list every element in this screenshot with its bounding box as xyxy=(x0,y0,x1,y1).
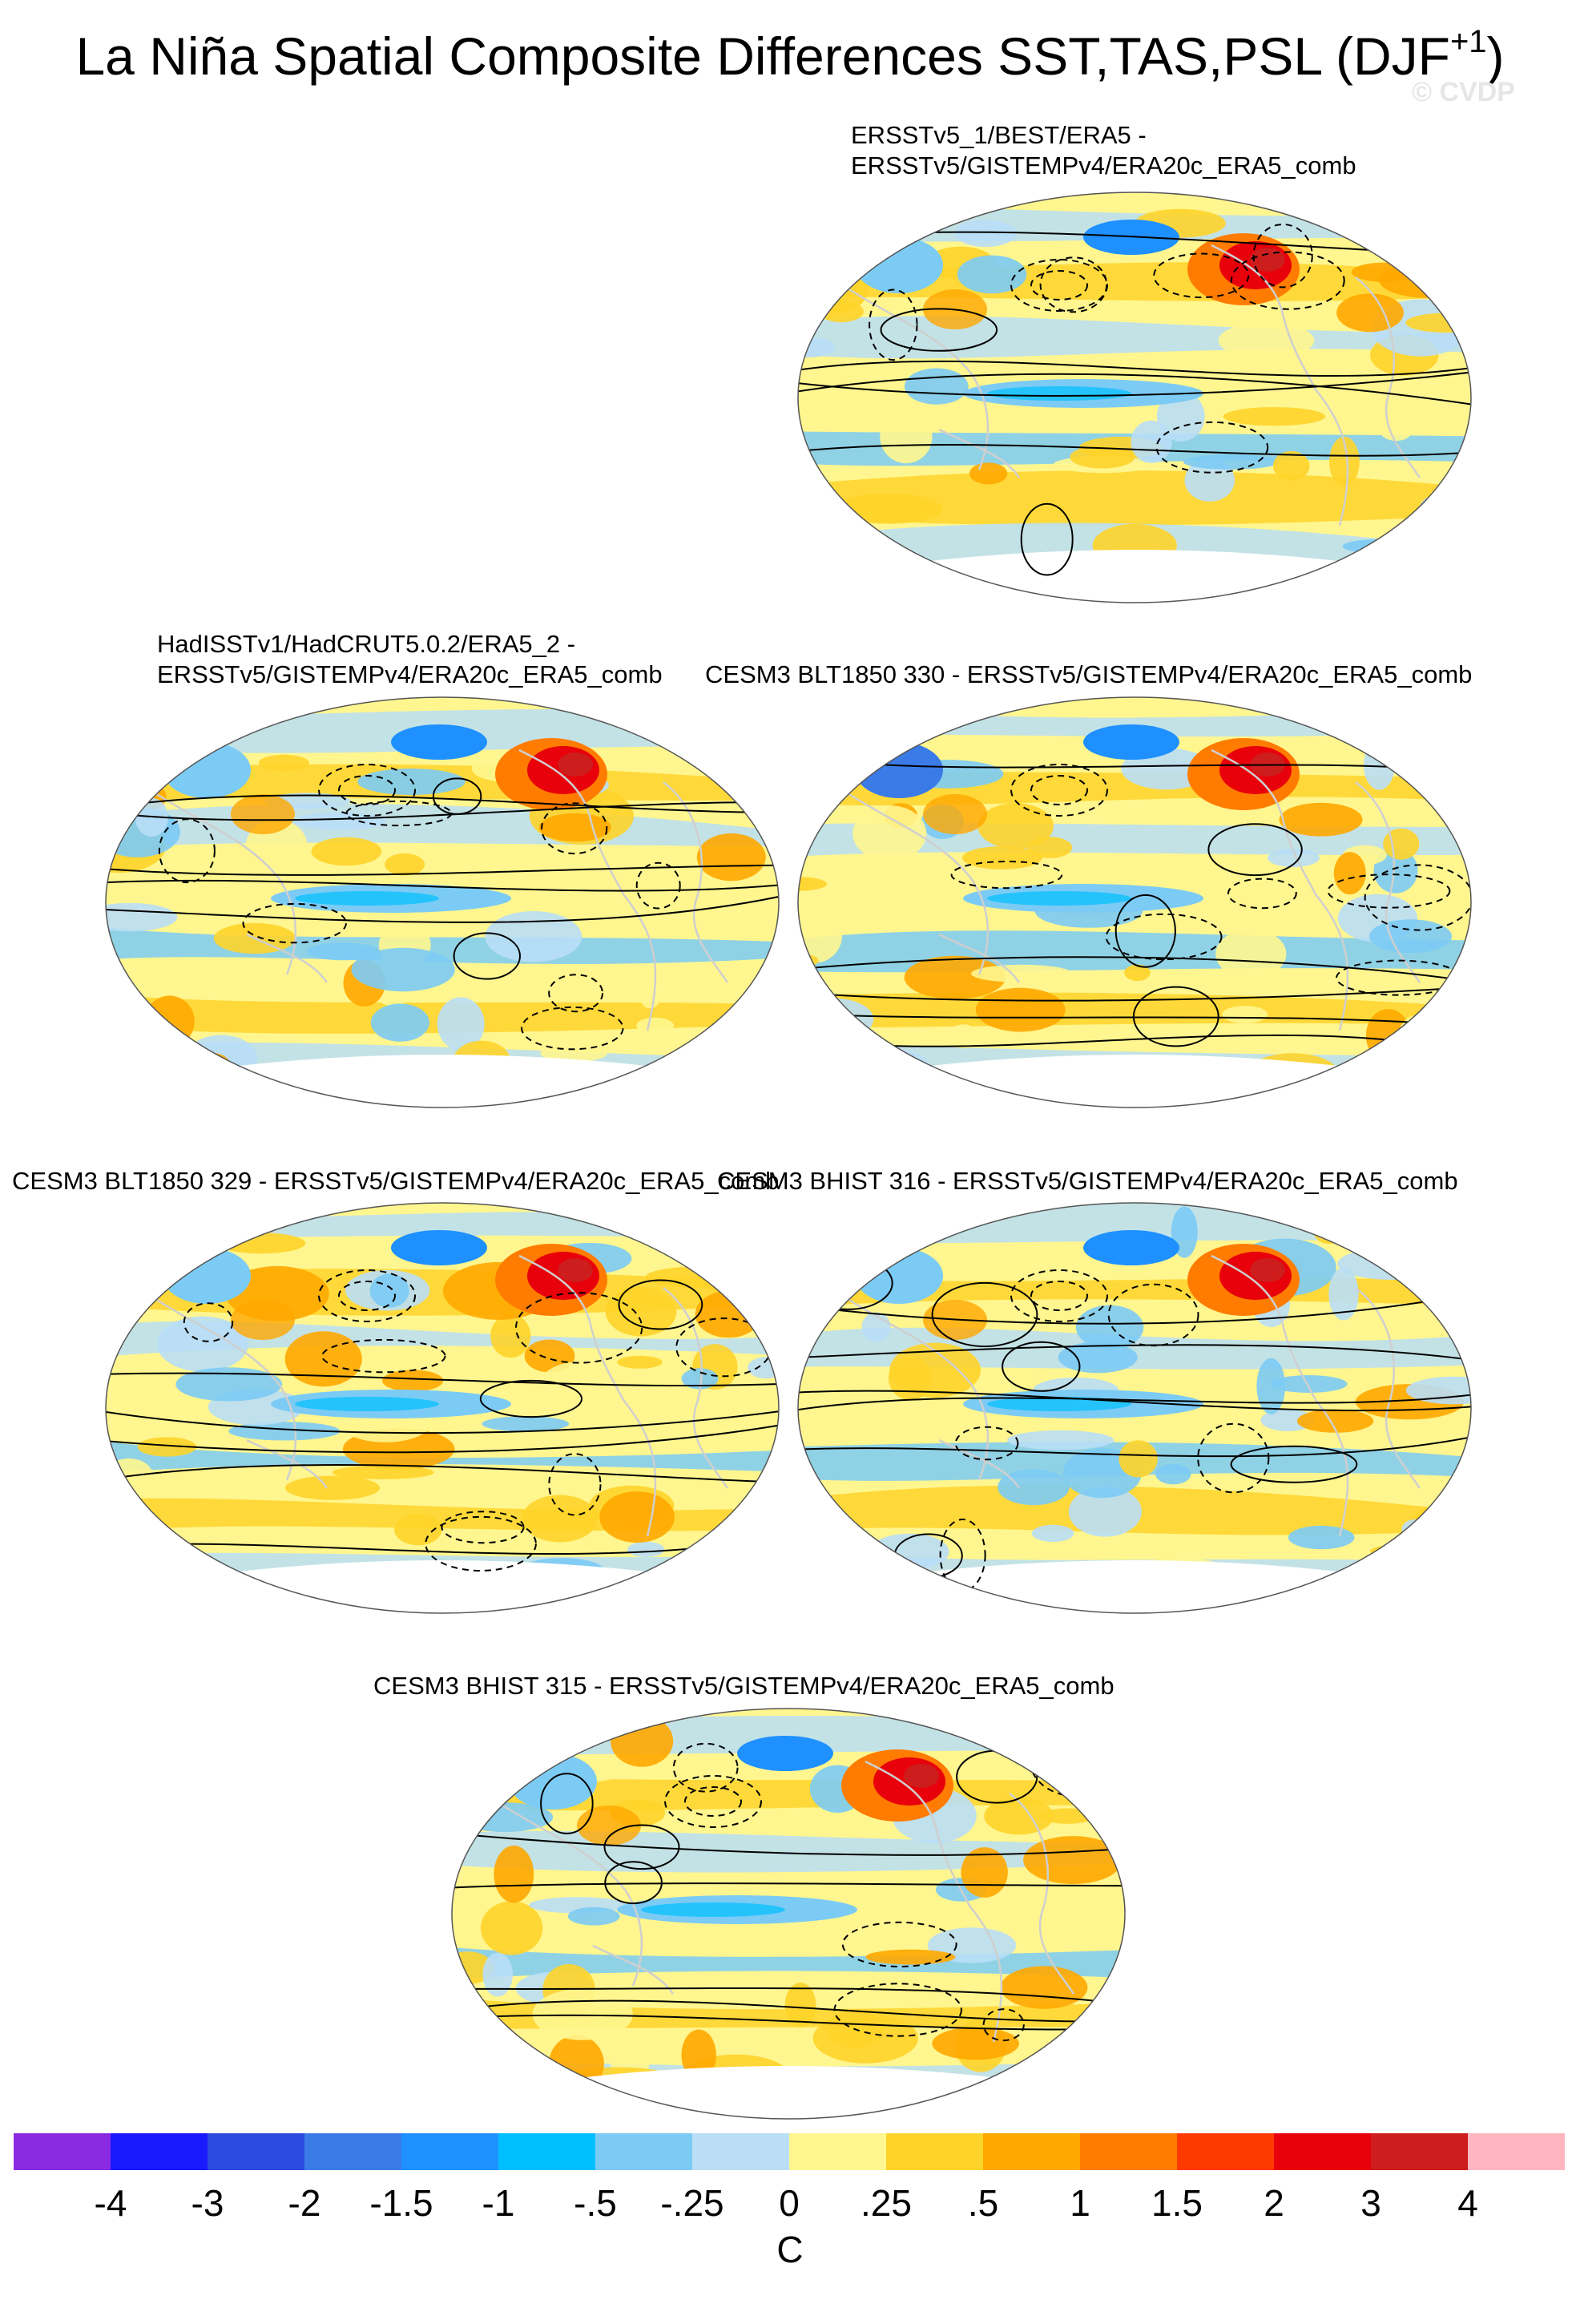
colorbar-segment xyxy=(692,2133,789,2170)
colorbar-tick-label: .25 xyxy=(861,2182,912,2224)
colorbar-segment xyxy=(208,2133,304,2170)
panel-4-title: CESM3 BLT1850 329 - ERSSTv5/GISTEMPv4/ER… xyxy=(12,1167,780,1195)
colorbar-tick-label: 2 xyxy=(1264,2182,1284,2224)
panel-5-map xyxy=(797,1202,1472,1614)
colorbar-tick-label: 3 xyxy=(1360,2182,1381,2224)
colorbar-tick-label: 0 xyxy=(779,2182,800,2224)
colorbar-tick-label: -.5 xyxy=(574,2182,617,2224)
colorbar-tick-label: -3 xyxy=(191,2182,224,2224)
map-outline xyxy=(105,1202,780,1614)
colorbar-segment xyxy=(401,2133,498,2170)
coastlines xyxy=(842,1254,1421,1537)
coastlines xyxy=(842,748,1421,1031)
map-outline xyxy=(797,1202,1472,1614)
panel-1-map xyxy=(797,192,1472,603)
colorbar-segment xyxy=(1080,2133,1177,2170)
psl-contours xyxy=(798,1256,1471,1592)
coastlines xyxy=(150,1254,729,1537)
colorbar-segment xyxy=(983,2133,1080,2170)
anomaly-field xyxy=(452,1709,1125,2119)
colorbar-tick-label: 1 xyxy=(1070,2182,1090,2224)
map-outline xyxy=(797,192,1472,603)
panel-4-map xyxy=(105,1202,780,1614)
colorbar xyxy=(14,2133,1565,2170)
colorbar-unit: C xyxy=(776,2229,804,2270)
panel-6-map xyxy=(451,1708,1126,2120)
panel-5-title: CESM3 BHIST 316 - ERSSTv5/GISTEMPv4/ERA2… xyxy=(717,1167,1458,1195)
colorbar-segment xyxy=(498,2133,595,2170)
coastlines xyxy=(496,1760,1075,2043)
panel-2-title: HadISSTv1/HadCRUT5.0.2/ERA5_2 - ERSSTv5/G… xyxy=(157,630,663,688)
panel-2-map xyxy=(105,696,780,1108)
map-outline xyxy=(105,696,780,1108)
panel-1-title: ERSSTv5_1/BEST/ERA5 - ERSSTv5/GISTEMPv4/E… xyxy=(851,121,1356,180)
figure-title: La Niña Spatial Composite Differences SS… xyxy=(75,24,1505,86)
colorbar-segment xyxy=(111,2133,208,2170)
colorbar-tick-label: -1.5 xyxy=(369,2182,433,2224)
colorbar-tick-label: 4 xyxy=(1457,2182,1478,2224)
colorbar-segment xyxy=(304,2133,401,2170)
colorbar-segment xyxy=(1371,2133,1468,2170)
colorbar-tick-label: -1 xyxy=(482,2182,515,2224)
colorbar-tick-label: 1.5 xyxy=(1151,2182,1203,2224)
colorbar-segment xyxy=(1468,2133,1565,2170)
panel-3-title: CESM3 BLT1850 330 - ERSSTv5/GISTEMPv4/ER… xyxy=(705,660,1473,688)
colorbar-segment xyxy=(789,2133,886,2170)
cvdp-watermark: © CVDP xyxy=(1412,77,1515,107)
colorbar-tick-label: .5 xyxy=(967,2182,999,2224)
anomaly-field xyxy=(106,697,779,1108)
panel-6-title: CESM3 BHIST 315 - ERSSTv5/GISTEMPv4/ERA2… xyxy=(373,1672,1114,1700)
panel-3-map xyxy=(797,696,1472,1108)
colorbar-segment xyxy=(1177,2133,1274,2170)
map-outline xyxy=(451,1708,1126,2120)
colorbar-tick-label: -4 xyxy=(94,2182,127,2224)
colorbar-segment xyxy=(886,2133,983,2170)
colorbar-tick-label: -.25 xyxy=(660,2182,724,2224)
colorbar-tick-label: -2 xyxy=(288,2182,321,2224)
map-outline xyxy=(797,696,1472,1108)
coastlines xyxy=(842,244,1421,527)
psl-contours xyxy=(106,764,779,1051)
colorbar-segment xyxy=(595,2133,692,2170)
colorbar-segment xyxy=(1274,2133,1371,2170)
colorbar-segment xyxy=(14,2133,111,2170)
